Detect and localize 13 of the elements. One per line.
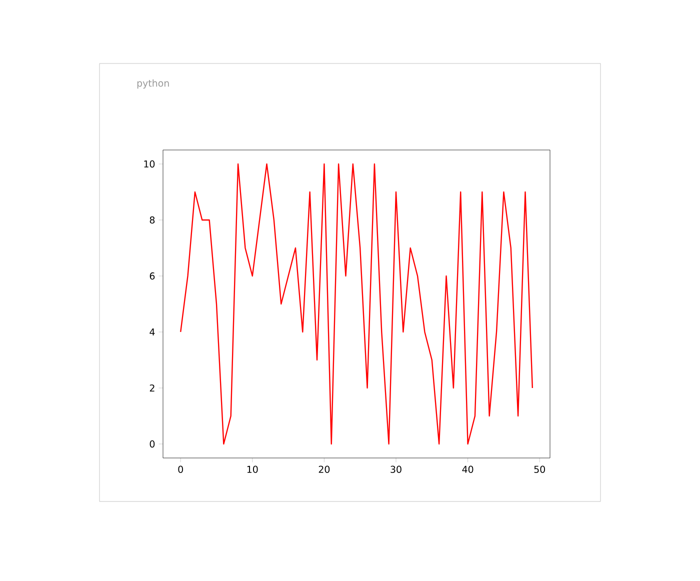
y-tick-label: 4 (150, 328, 155, 336)
y-tick-label: 2 (150, 384, 154, 392)
y-tick-label: 10 (144, 160, 155, 168)
x-tick-label: 50 (534, 466, 545, 473)
y-tick-label: 0 (150, 440, 155, 448)
x-tick-label: 20 (318, 466, 330, 473)
x-tick-label: 10 (247, 466, 258, 473)
x-tick-label: 0 (178, 466, 183, 473)
x-tick-label: 40 (462, 466, 474, 473)
y-tick-label: 6 (150, 272, 155, 280)
x-tick-label: 30 (390, 466, 402, 473)
chart-title: python (137, 79, 169, 89)
y-tick-label: 8 (150, 216, 155, 224)
